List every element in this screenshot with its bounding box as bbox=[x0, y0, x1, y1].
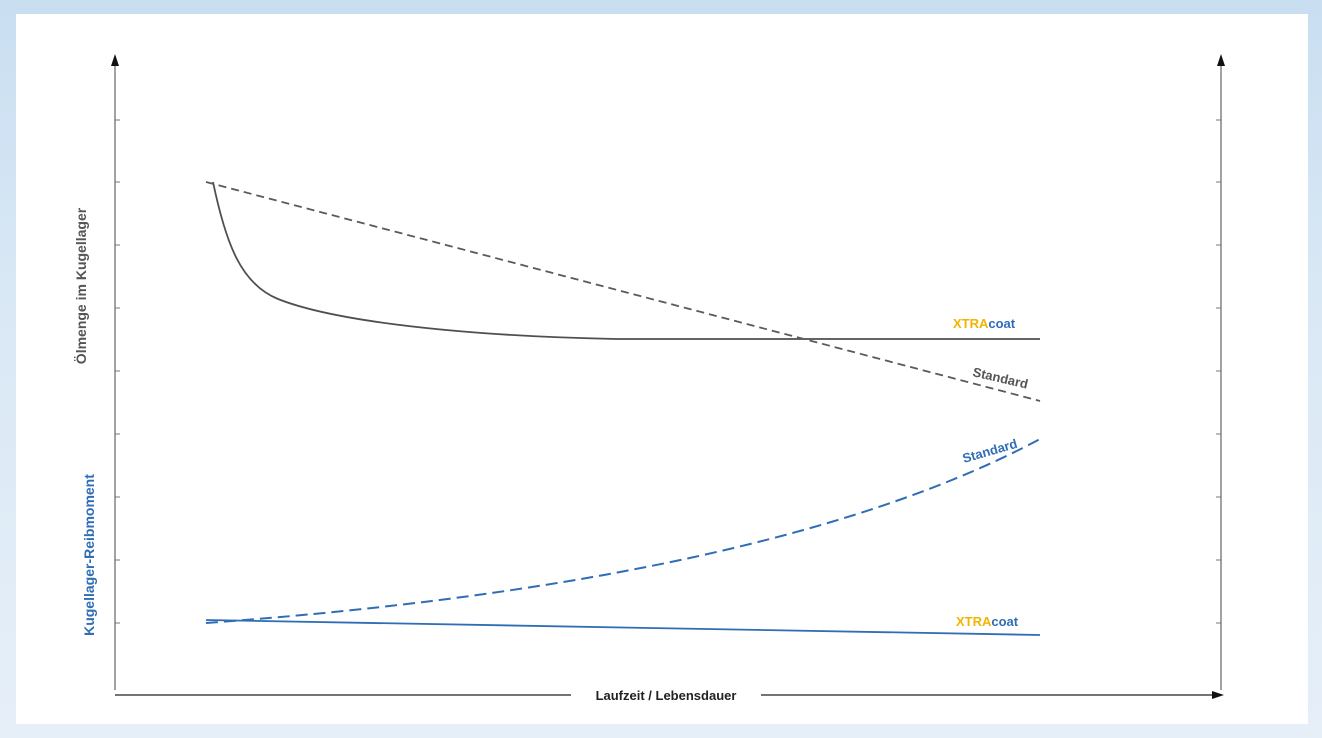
series-oil-standard-line bbox=[205, 181, 1041, 402]
xtra-text: XTRA bbox=[956, 614, 992, 629]
y-axis-label-friction: Kugellager-Reibmoment bbox=[81, 474, 97, 636]
x-axis-label: Laufzeit / Lebensdauer bbox=[596, 688, 737, 703]
coat-text: coat bbox=[988, 316, 1015, 331]
series-oil-xtracoat-line bbox=[212, 181, 1040, 340]
right-y-ticks bbox=[1216, 119, 1221, 624]
series-friction-xtracoat-line bbox=[205, 619, 1041, 636]
right-y-axis-arrow bbox=[1217, 54, 1225, 66]
series-label-friction-standard: Standard bbox=[961, 436, 1019, 466]
coat-text: coat bbox=[991, 614, 1018, 629]
y-axis-label-oil: Ölmenge im Kugellager bbox=[73, 207, 89, 364]
left-y-axis-arrow bbox=[111, 54, 119, 66]
xtra-text: XTRA bbox=[953, 316, 989, 331]
series-label-friction-xtracoat: XTRAcoat bbox=[956, 614, 1019, 629]
series-label-oil-xtracoat: XTRAcoat bbox=[953, 316, 1016, 331]
chart-frame: Laufzeit / Lebensdauer Ölmenge im Kugell… bbox=[16, 14, 1308, 724]
series-label-oil-standard: Standard bbox=[971, 364, 1029, 391]
x-axis-arrow bbox=[1212, 691, 1224, 699]
left-y-ticks bbox=[115, 119, 120, 624]
series-friction-standard-line bbox=[205, 438, 1041, 624]
chart-svg: Laufzeit / Lebensdauer Ölmenge im Kugell… bbox=[73, 54, 1225, 703]
